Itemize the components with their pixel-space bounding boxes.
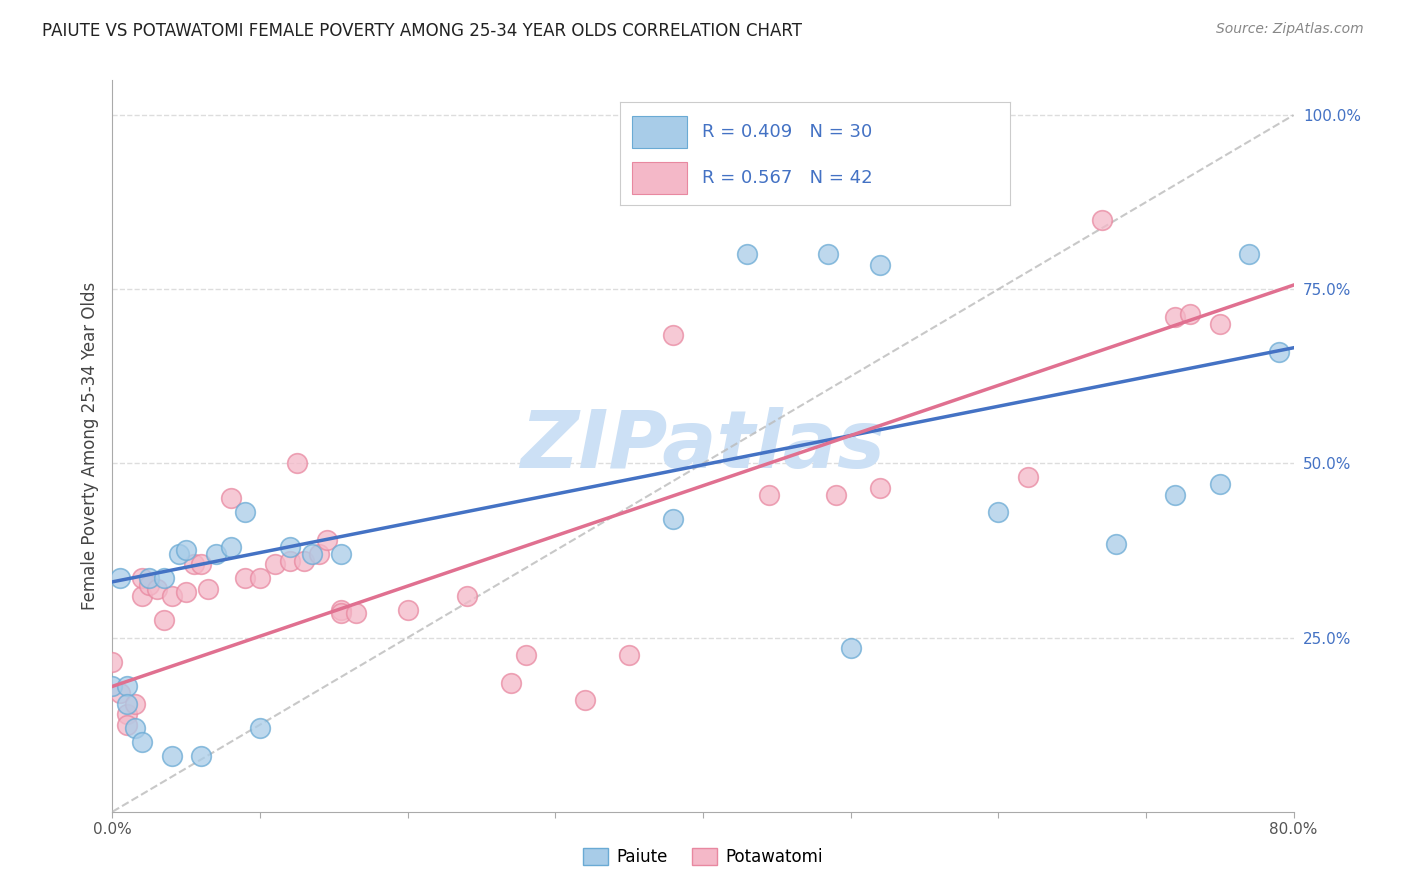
Point (737, 247, 759, 261)
Point (662, 327, 685, 342)
Point (817, 247, 839, 261)
Point (190, 749, 212, 764)
Point (308, 547, 330, 561)
Point (344, 606, 367, 620)
Point (501, 676, 523, 690)
Point (153, 571, 176, 585)
Point (456, 589, 478, 603)
Point (1208, 317, 1232, 331)
Point (131, 589, 153, 603)
Point (315, 533, 337, 547)
Point (167, 547, 190, 561)
Point (205, 547, 228, 561)
Point (233, 505, 256, 519)
Point (330, 606, 353, 620)
Point (219, 491, 242, 506)
Point (117, 707, 138, 722)
Point (219, 540, 242, 554)
Point (869, 258, 891, 272)
Text: ZIPatlas: ZIPatlas (520, 407, 886, 485)
Point (619, 648, 641, 662)
Point (124, 697, 146, 711)
Point (101, 679, 124, 693)
Point (515, 648, 537, 662)
Point (138, 578, 160, 592)
Point (330, 547, 353, 561)
Point (285, 457, 308, 471)
Point (1239, 247, 1261, 261)
Point (174, 543, 197, 558)
Point (117, 717, 138, 731)
Text: Source: ZipAtlas.com: Source: ZipAtlas.com (1216, 22, 1364, 37)
Point (138, 571, 160, 585)
Point (174, 585, 197, 599)
Point (183, 558, 205, 572)
Point (758, 488, 780, 502)
Point (160, 589, 183, 603)
Point (233, 571, 256, 585)
Point (1178, 307, 1201, 321)
Point (301, 547, 323, 561)
Point (1164, 310, 1187, 325)
Point (197, 582, 219, 596)
Text: PAIUTE VS POTAWATOMI FEMALE POVERTY AMONG 25-34 YEAR OLDS CORRELATION CHART: PAIUTE VS POTAWATOMI FEMALE POVERTY AMON… (42, 22, 803, 40)
Point (146, 582, 169, 596)
Point (249, 721, 271, 735)
Point (824, 488, 846, 502)
Point (987, 505, 1010, 519)
Point (1091, 212, 1114, 227)
Point (264, 558, 287, 572)
Point (869, 481, 891, 495)
Point (117, 679, 138, 693)
Point (190, 558, 212, 572)
Point (153, 613, 176, 627)
Point (662, 512, 685, 526)
Point (1208, 477, 1232, 491)
Point (1017, 470, 1039, 484)
Point (1164, 488, 1187, 502)
Point (108, 686, 131, 700)
Point (249, 571, 271, 585)
Point (278, 554, 301, 568)
Point (1268, 345, 1291, 359)
Point (117, 697, 138, 711)
Point (396, 603, 419, 617)
Legend: Paiute, Potawatomi: Paiute, Potawatomi (576, 841, 830, 873)
Point (839, 640, 862, 655)
Point (108, 571, 131, 585)
Point (101, 655, 124, 669)
Point (131, 735, 153, 749)
Point (1105, 536, 1128, 550)
Point (278, 540, 301, 554)
Point (574, 693, 596, 707)
Point (160, 749, 183, 764)
Point (330, 603, 353, 617)
Point (124, 721, 146, 735)
Y-axis label: Female Poverty Among 25-34 Year Olds: Female Poverty Among 25-34 Year Olds (80, 282, 98, 610)
Point (292, 554, 315, 568)
Point (131, 571, 153, 585)
